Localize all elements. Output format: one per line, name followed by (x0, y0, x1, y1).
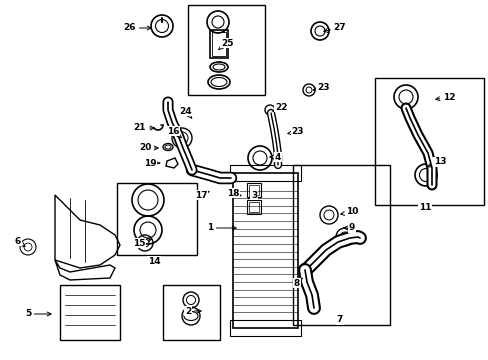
Bar (246, 200, 261, 214)
Text: 2: 2 (184, 306, 201, 315)
Text: 22: 22 (272, 103, 286, 112)
Bar (187, 5, 264, 95)
Text: 24: 24 (179, 107, 192, 118)
Text: 19: 19 (143, 158, 159, 167)
Text: 1: 1 (206, 224, 236, 233)
Bar (248, 202, 259, 212)
Bar (212, 32, 225, 56)
Text: 6: 6 (15, 237, 25, 247)
Text: 13: 13 (427, 158, 446, 167)
Text: 21: 21 (134, 123, 154, 132)
Bar (60, 285, 120, 340)
Bar (209, 30, 227, 58)
Bar (232, 173, 297, 328)
Text: 5: 5 (25, 310, 51, 319)
Bar (117, 183, 197, 255)
Text: 3: 3 (247, 190, 257, 199)
Text: 26: 26 (123, 23, 151, 32)
Bar (163, 285, 220, 340)
Text: 8: 8 (293, 278, 302, 288)
Text: 12: 12 (435, 93, 454, 102)
Bar (229, 165, 301, 181)
Text: 10: 10 (340, 207, 357, 216)
Text: 9: 9 (343, 224, 354, 233)
Text: 15: 15 (132, 238, 151, 248)
Text: 23: 23 (287, 127, 304, 136)
Bar (246, 183, 261, 197)
Text: 23: 23 (313, 82, 328, 91)
Text: 18: 18 (226, 189, 241, 198)
Text: 11: 11 (418, 202, 430, 211)
Bar (374, 78, 483, 205)
Text: 20: 20 (139, 144, 158, 153)
Text: 7: 7 (336, 315, 343, 324)
Bar (292, 165, 389, 325)
Text: 4: 4 (269, 153, 281, 162)
Text: 25: 25 (218, 39, 233, 50)
Text: 17: 17 (194, 190, 208, 199)
Text: 16: 16 (166, 126, 181, 138)
Text: 14: 14 (147, 256, 160, 266)
Bar (248, 185, 259, 195)
Bar (229, 320, 301, 336)
Text: 27: 27 (323, 23, 346, 32)
